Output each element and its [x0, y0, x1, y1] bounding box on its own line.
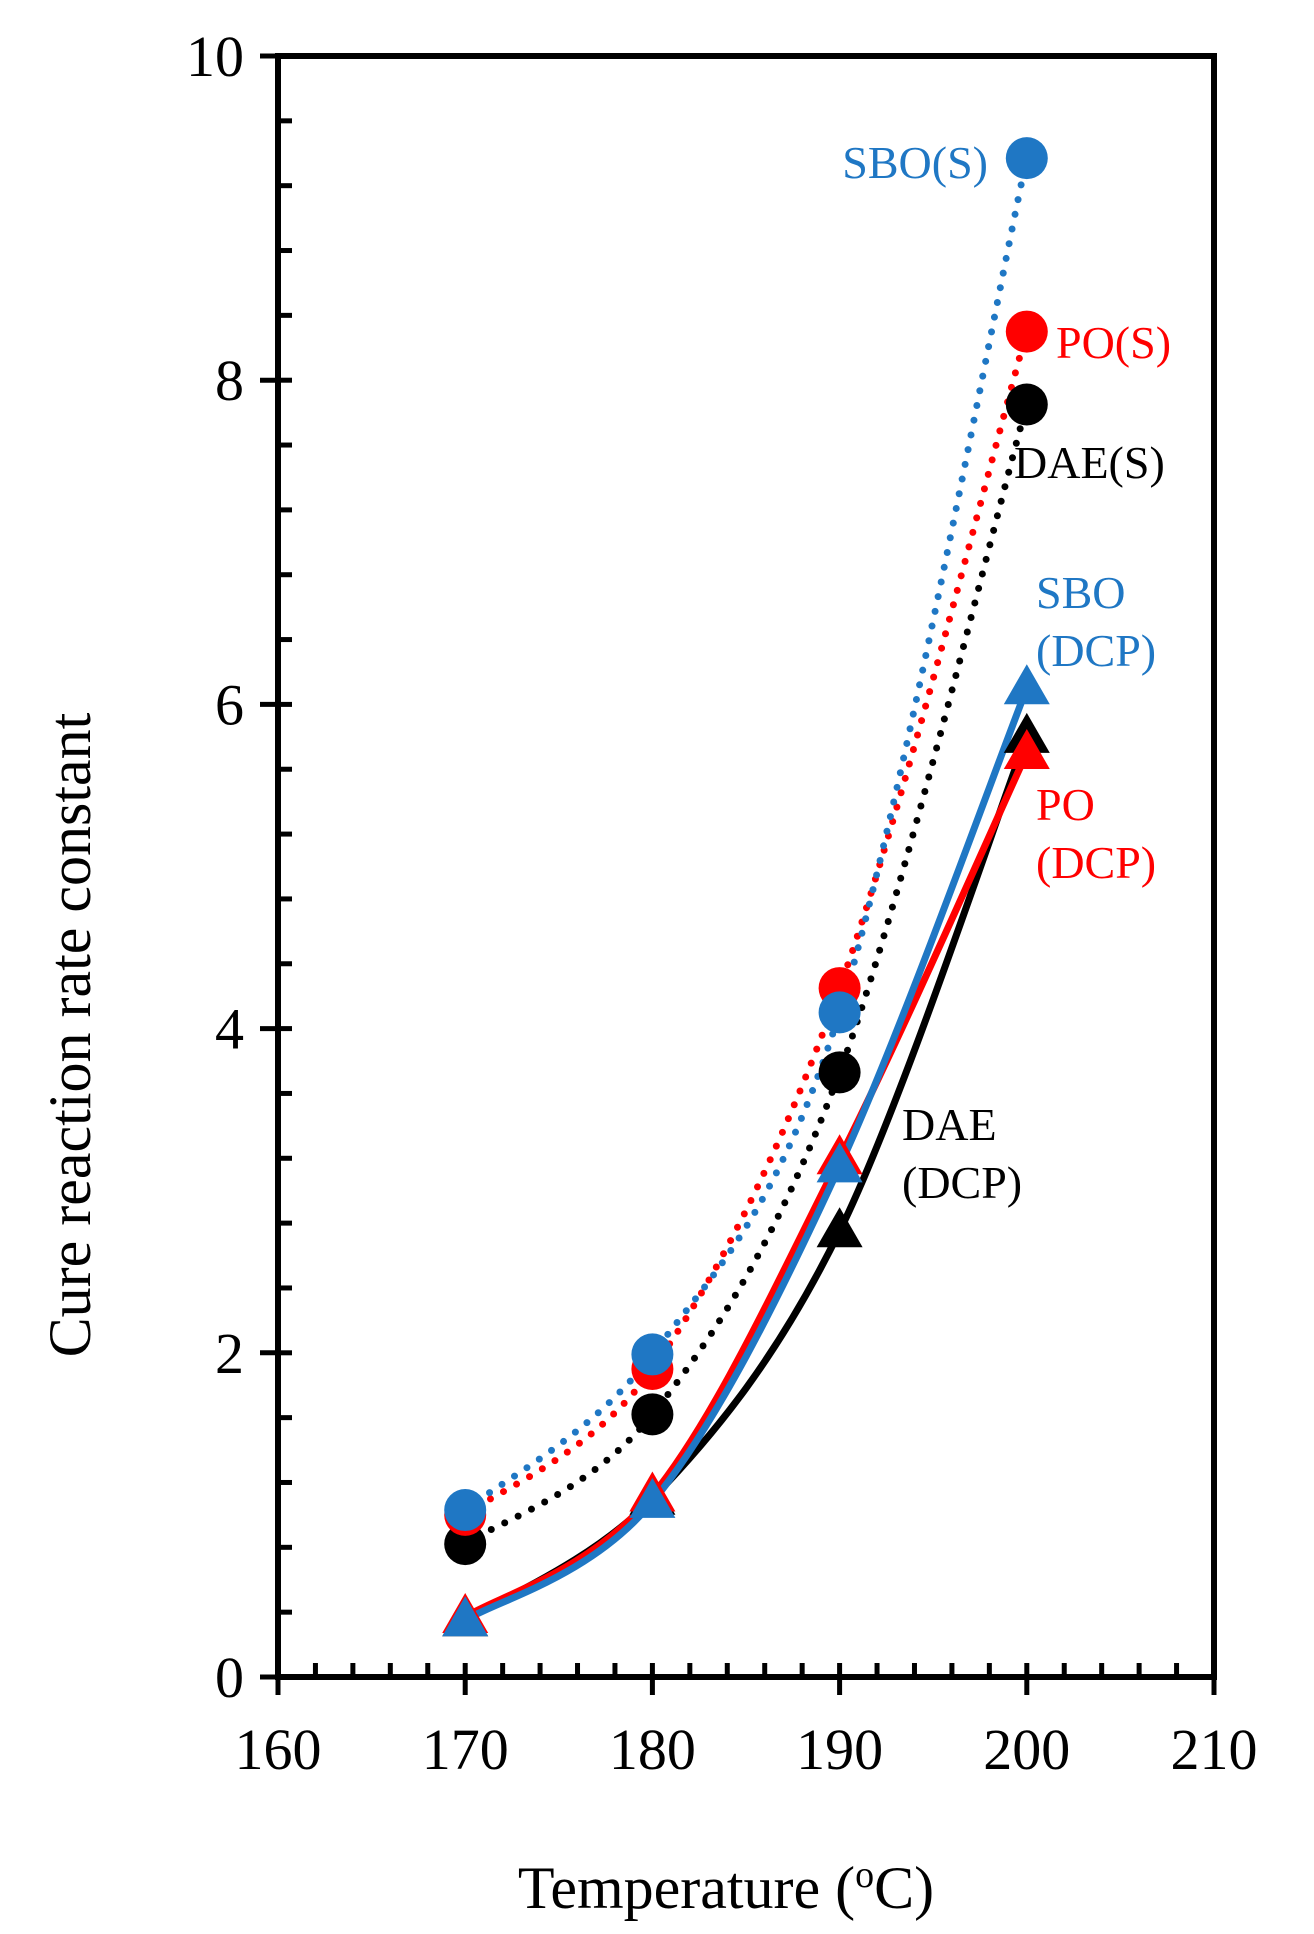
series-label: SBO (DCP)	[1036, 567, 1156, 676]
series-labels: DAE(S) PO(S) SBO(S) DAE (DCP) PO (DCP) SBO (DCP)	[842, 137, 1171, 1208]
y-tick-label: 8	[215, 348, 244, 413]
series-label: PO(S)	[1056, 317, 1171, 368]
x-tick-label: 180	[609, 1717, 696, 1782]
data-point	[1005, 137, 1048, 180]
series-markers	[442, 137, 1050, 1637]
series-line-sbo-s-	[461, 154, 1031, 1514]
series-label: DAE (DCP)	[902, 1099, 1022, 1208]
data-point	[1005, 383, 1048, 426]
y-tick-label: 4	[215, 997, 244, 1062]
plot-frame	[275, 53, 1217, 1680]
data-point	[818, 991, 861, 1034]
data-point	[631, 1333, 674, 1376]
x-tick-label: 170	[422, 1717, 509, 1782]
data-point	[444, 1489, 487, 1532]
data-point	[631, 1393, 674, 1436]
x-tick-label: 200	[983, 1717, 1070, 1782]
series-lines	[461, 154, 1031, 1624]
x-tick-label: 190	[796, 1717, 883, 1782]
data-point	[1003, 729, 1050, 770]
series-line-dae-s-	[461, 401, 1031, 1548]
data-point	[442, 1596, 489, 1637]
y-tick-label: 6	[215, 672, 244, 737]
data-point	[444, 1523, 487, 1566]
y-axis-title: Cure reaction rate constant	[37, 712, 103, 1357]
data-point	[816, 1207, 863, 1248]
tick-labels: 0 2 4 6 8 10 160 170 180 190 200 210	[186, 24, 1258, 1782]
data-point	[818, 1051, 861, 1094]
series-line-po-s-	[461, 328, 1031, 1519]
x-tick-label: 210	[1171, 1717, 1258, 1782]
data-point	[1003, 664, 1050, 705]
y-tick-label: 2	[215, 1321, 244, 1386]
x-tick-label: 160	[235, 1717, 322, 1782]
series-label: SBO(S)	[842, 137, 988, 188]
series-label: DAE(S)	[1014, 437, 1165, 488]
x-axis-title: Temperature (oC)	[518, 1854, 934, 1921]
axis-ticks	[260, 53, 1217, 1695]
series-label: PO (DCP)	[1036, 779, 1156, 888]
data-point	[816, 1142, 863, 1183]
data-point	[629, 1477, 676, 1518]
y-tick-label: 0	[215, 1645, 244, 1710]
data-point	[1005, 310, 1048, 353]
plot-border	[275, 53, 1217, 1680]
series-line-po-dcp-	[463, 751, 1030, 1620]
y-tick-label: 10	[186, 24, 244, 89]
series-line-sbo-dcp-	[463, 686, 1031, 1624]
